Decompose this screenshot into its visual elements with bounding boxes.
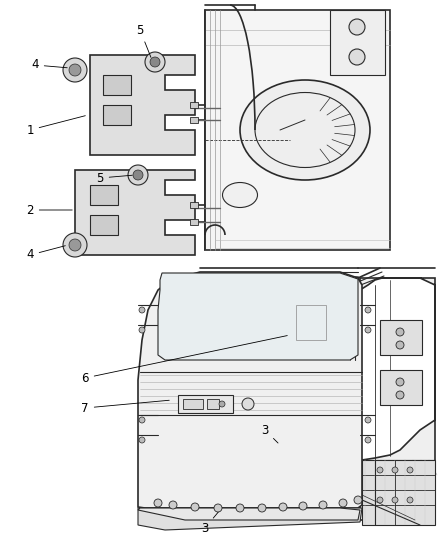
Circle shape (145, 52, 165, 72)
Bar (380, 370, 422, 405)
Text: 6: 6 (81, 336, 287, 384)
Text: 4: 4 (26, 246, 65, 262)
Circle shape (139, 327, 145, 333)
Polygon shape (138, 508, 362, 530)
Circle shape (407, 497, 413, 503)
Text: 5: 5 (136, 23, 151, 58)
Polygon shape (138, 508, 360, 520)
Circle shape (128, 165, 148, 185)
Bar (190, 219, 198, 225)
Circle shape (396, 378, 404, 386)
Polygon shape (90, 55, 195, 155)
Polygon shape (75, 170, 195, 255)
Text: 3: 3 (261, 424, 278, 443)
Circle shape (339, 499, 347, 507)
Polygon shape (205, 10, 390, 250)
Bar (330, 10, 385, 75)
Circle shape (396, 341, 404, 349)
Polygon shape (138, 272, 362, 508)
Circle shape (365, 307, 371, 313)
Circle shape (214, 504, 222, 512)
Circle shape (365, 327, 371, 333)
Bar (296, 305, 326, 340)
Bar (103, 75, 131, 95)
Ellipse shape (223, 182, 258, 207)
Circle shape (69, 239, 81, 251)
Text: 3: 3 (201, 512, 218, 533)
Polygon shape (158, 273, 358, 360)
Circle shape (407, 467, 413, 473)
Bar (380, 320, 422, 355)
Bar (190, 117, 198, 123)
Circle shape (133, 170, 143, 180)
Circle shape (150, 57, 160, 67)
Circle shape (154, 499, 162, 507)
Circle shape (169, 501, 177, 509)
Bar (207, 399, 219, 409)
Bar (103, 105, 131, 125)
Circle shape (377, 467, 383, 473)
Text: 2: 2 (26, 204, 72, 216)
Circle shape (396, 391, 404, 399)
Circle shape (392, 497, 398, 503)
Bar (183, 399, 203, 409)
Circle shape (319, 501, 327, 509)
Circle shape (299, 502, 307, 510)
Circle shape (139, 437, 145, 443)
Polygon shape (360, 278, 435, 520)
Text: 1: 1 (26, 116, 85, 136)
Ellipse shape (240, 80, 370, 180)
Bar (178, 395, 233, 413)
Circle shape (349, 19, 365, 35)
Circle shape (365, 417, 371, 423)
Circle shape (63, 58, 87, 82)
Bar (190, 102, 198, 108)
Text: 7: 7 (81, 400, 169, 415)
Circle shape (69, 64, 81, 76)
Circle shape (349, 49, 365, 65)
Circle shape (236, 504, 244, 512)
Circle shape (396, 328, 404, 336)
Circle shape (377, 497, 383, 503)
Circle shape (139, 417, 145, 423)
Circle shape (258, 504, 266, 512)
Circle shape (279, 503, 287, 511)
Circle shape (139, 307, 145, 313)
Bar (90, 215, 118, 235)
Polygon shape (362, 460, 435, 525)
Circle shape (365, 437, 371, 443)
Circle shape (219, 401, 225, 407)
Bar (90, 185, 118, 205)
Bar (190, 202, 198, 208)
Circle shape (354, 496, 362, 504)
Circle shape (242, 398, 254, 410)
Circle shape (63, 233, 87, 257)
Text: 4: 4 (31, 59, 67, 71)
Circle shape (191, 503, 199, 511)
Circle shape (392, 467, 398, 473)
Text: 5: 5 (96, 172, 132, 184)
